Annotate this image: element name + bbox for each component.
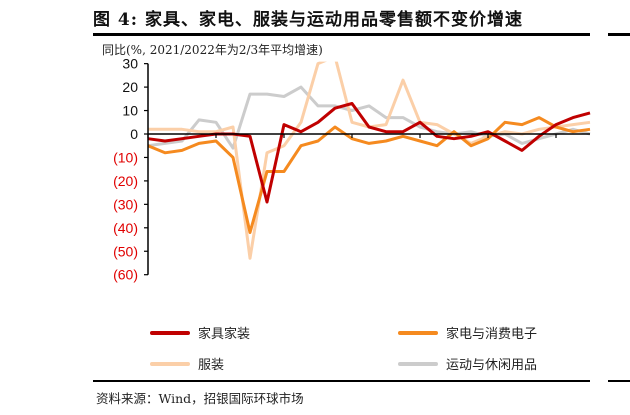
y-tick-label: 10: [122, 103, 138, 119]
source-note: 资料来源：Wind，招银国际环球市场: [96, 391, 304, 406]
y-tick-label: (10): [113, 149, 138, 165]
series-line: [147, 85, 591, 150]
y-tick-label: 20: [122, 79, 138, 95]
y-tick-label: 0: [130, 126, 138, 142]
series-line: [148, 61, 591, 260]
chart-title: 图 4: 家具、家电、服装与运动用品零售额不变价增速: [93, 10, 523, 30]
y-axis-label: 同比(%, 2021/2022年为2/3年平均增速): [102, 43, 323, 57]
legend-swatch-appliances: [398, 330, 438, 335]
legend-item-sports: 运动与休闲用品: [398, 354, 537, 373]
title-divider-right: [608, 33, 630, 36]
y-tick-label: (50): [113, 243, 138, 259]
legend-swatch-apparel: [150, 361, 190, 366]
legend-label: 家电与消费电子: [446, 327, 538, 342]
legend-swatch-sports: [398, 361, 438, 366]
legend-label: 运动与休闲用品: [446, 358, 538, 373]
y-tick-label: (60): [113, 267, 138, 283]
legend-item-apparel: 服装: [150, 354, 224, 373]
y-tick-label: (40): [113, 220, 138, 236]
legend-label: 服装: [198, 358, 225, 373]
series-line: [147, 102, 591, 204]
y-tick-label: (20): [113, 173, 138, 189]
title-divider: [93, 33, 590, 36]
legend-item-furniture: 家具家装: [150, 323, 250, 342]
y-tick-label: 30: [122, 56, 138, 72]
legend-item-appliances: 家电与消费电子: [398, 323, 537, 342]
footer-divider-right: [608, 380, 630, 382]
legend-swatch-furniture: [150, 330, 190, 335]
footer-divider: [93, 380, 590, 382]
legend-label: 家具家装: [198, 327, 251, 342]
y-tick-label: (30): [113, 196, 138, 212]
series-line: [147, 116, 591, 234]
